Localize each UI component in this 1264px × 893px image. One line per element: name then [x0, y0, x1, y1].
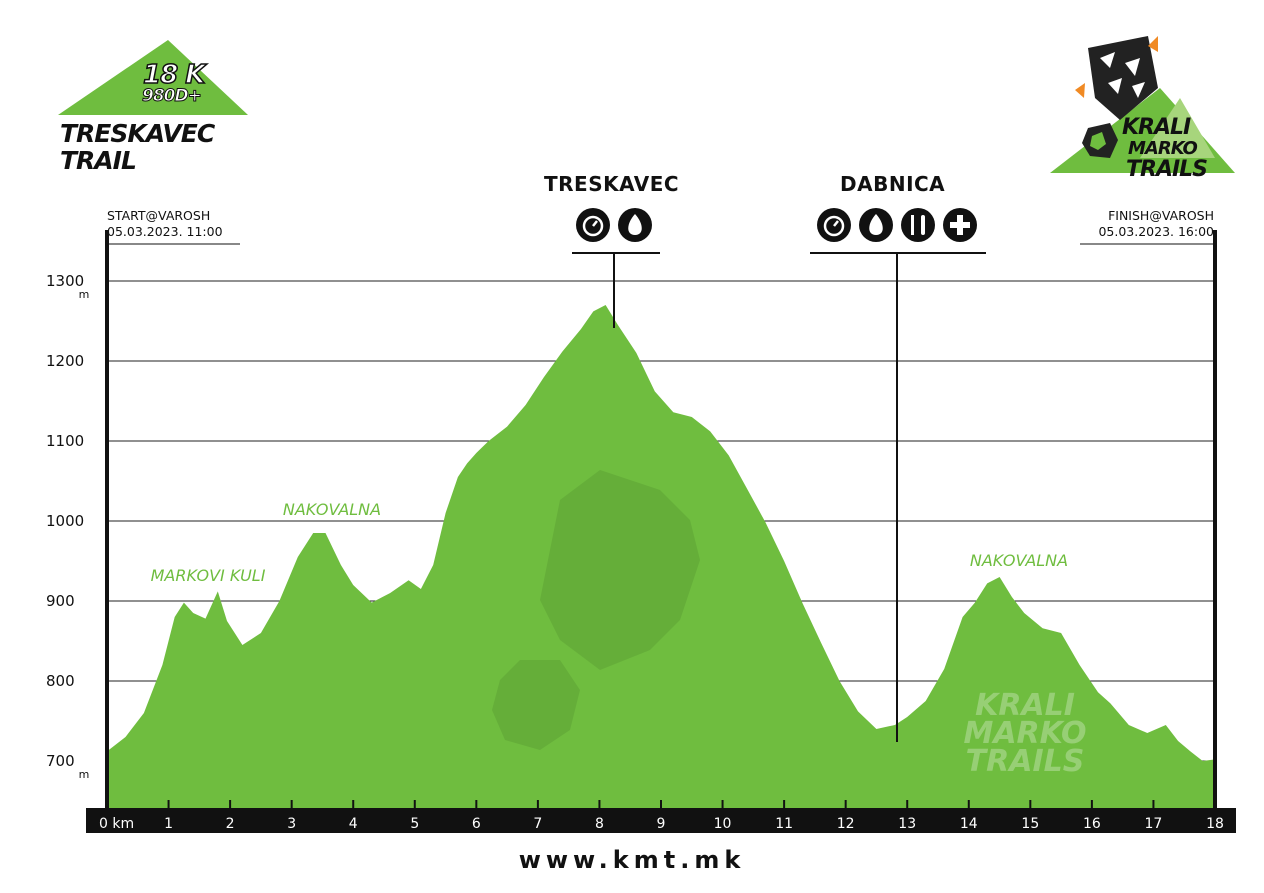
- elevation-area: [107, 305, 1215, 808]
- timing-icon-dial: [582, 215, 604, 237]
- start-datetime: 05.03.2023. 11:00: [107, 224, 223, 239]
- food-icon-knife: [921, 215, 925, 235]
- brand-logo-line2: MARKO: [1128, 138, 1198, 159]
- race-name-line2: TRAIL: [60, 146, 137, 175]
- food-icon-bg: [901, 208, 935, 242]
- x-axis-band: [86, 808, 1236, 833]
- x-tick-label-17: 17: [1145, 816, 1163, 832]
- x-tick-label-11: 11: [775, 816, 793, 832]
- x-tick-label-16: 16: [1083, 816, 1101, 832]
- brand-logo-line1: KRALI: [1122, 115, 1191, 140]
- watermark-logo-line-1: KRALI: [975, 688, 1075, 723]
- x-tick-label-7: 7: [533, 816, 542, 832]
- peak-label-3: NAKOVALNA: [970, 551, 1068, 570]
- medical-icon-h: [950, 222, 970, 228]
- website-url[interactable]: www.kmt.mk: [518, 846, 746, 874]
- checkpoint-treskavec-label: TRESKAVEC: [544, 172, 680, 196]
- race-distance: 18 K: [142, 59, 206, 91]
- race-badge-shape: [58, 40, 248, 115]
- food-icon-fork: [911, 215, 914, 235]
- x-tick-label-14: 14: [960, 816, 978, 832]
- y-tick-label-1300: 1300: [46, 272, 84, 290]
- peak-label-2: NAKOVALNA: [283, 500, 381, 519]
- race-name-line1: TRESKAVEC: [60, 119, 215, 148]
- x-tick-label-9: 9: [657, 816, 666, 832]
- brand-logo-line3: TRAILS: [1126, 157, 1208, 182]
- watermark-logo-line-3: TRAILS: [966, 744, 1085, 779]
- water-icon: [859, 208, 893, 242]
- x-tick-label-13: 13: [898, 816, 916, 832]
- food-icon: [901, 208, 935, 242]
- x-tick-label-0: 0 km: [99, 816, 134, 832]
- y-unit-label-1300: m: [79, 288, 90, 301]
- timing-icon: [817, 208, 851, 242]
- x-tick-label-6: 6: [472, 816, 481, 832]
- finish-label: FINISH@VAROSH 05.03.2023. 16:00: [1098, 208, 1214, 240]
- x-tick-label-10: 10: [714, 816, 732, 832]
- x-tick-label-4: 4: [349, 816, 358, 832]
- medical-icon: [943, 208, 977, 242]
- water-icon: [618, 208, 652, 242]
- y-tick-label-900: 900: [46, 592, 75, 610]
- watermark-logo-text: KRALI MARKO TRAILS: [963, 688, 1086, 779]
- y-tick-label-700: 700: [46, 752, 75, 770]
- water-icon-drop: [628, 214, 642, 235]
- x-tick-label-1: 1: [164, 816, 173, 832]
- x-tick-label-5: 5: [410, 816, 419, 832]
- x-tick-label-15: 15: [1021, 816, 1039, 832]
- x-tick-label-12: 12: [837, 816, 855, 832]
- checkpoint-dabnica-label: DABNICA: [840, 172, 946, 196]
- x-tick-label-2: 2: [226, 816, 235, 832]
- watermark-heel-icon: [492, 660, 580, 750]
- x-tick-label-8: 8: [595, 816, 604, 832]
- timing-icon-dial: [823, 215, 845, 237]
- timing-icon: [576, 208, 610, 242]
- finish-name: FINISH@VAROSH: [1108, 208, 1214, 223]
- timing-icon-hand: [592, 220, 598, 227]
- water-icon-drop: [869, 214, 883, 235]
- finish-datetime: 05.03.2023. 16:00: [1098, 224, 1214, 239]
- brand-logo-text: KRALI MARKO TRAILS: [1122, 115, 1208, 182]
- start-label: START@VAROSH 05.03.2023. 11:00: [107, 208, 223, 240]
- start-name: START@VAROSH: [107, 208, 211, 223]
- peak-label-1: MARKOVI KULI: [151, 566, 266, 585]
- x-tick-label-18: 18: [1206, 816, 1224, 832]
- y-tick-label-1200: 1200: [46, 352, 84, 370]
- timing-icon-hand: [833, 220, 839, 227]
- y-tick-label-800: 800: [46, 672, 75, 690]
- watermark-logo-line-2: MARKO: [963, 716, 1086, 751]
- brand-logo: [1050, 36, 1235, 173]
- race-name: TRESKAVEC TRAIL: [60, 120, 250, 174]
- y-tick-label-1000: 1000: [46, 512, 84, 530]
- x-tick-label-3: 3: [287, 816, 296, 832]
- watermark-boot-icon: [540, 470, 700, 670]
- y-unit-label-700: m: [79, 768, 90, 781]
- y-tick-label-1100: 1100: [46, 432, 84, 450]
- race-elevation-gain: 980D+: [142, 86, 203, 107]
